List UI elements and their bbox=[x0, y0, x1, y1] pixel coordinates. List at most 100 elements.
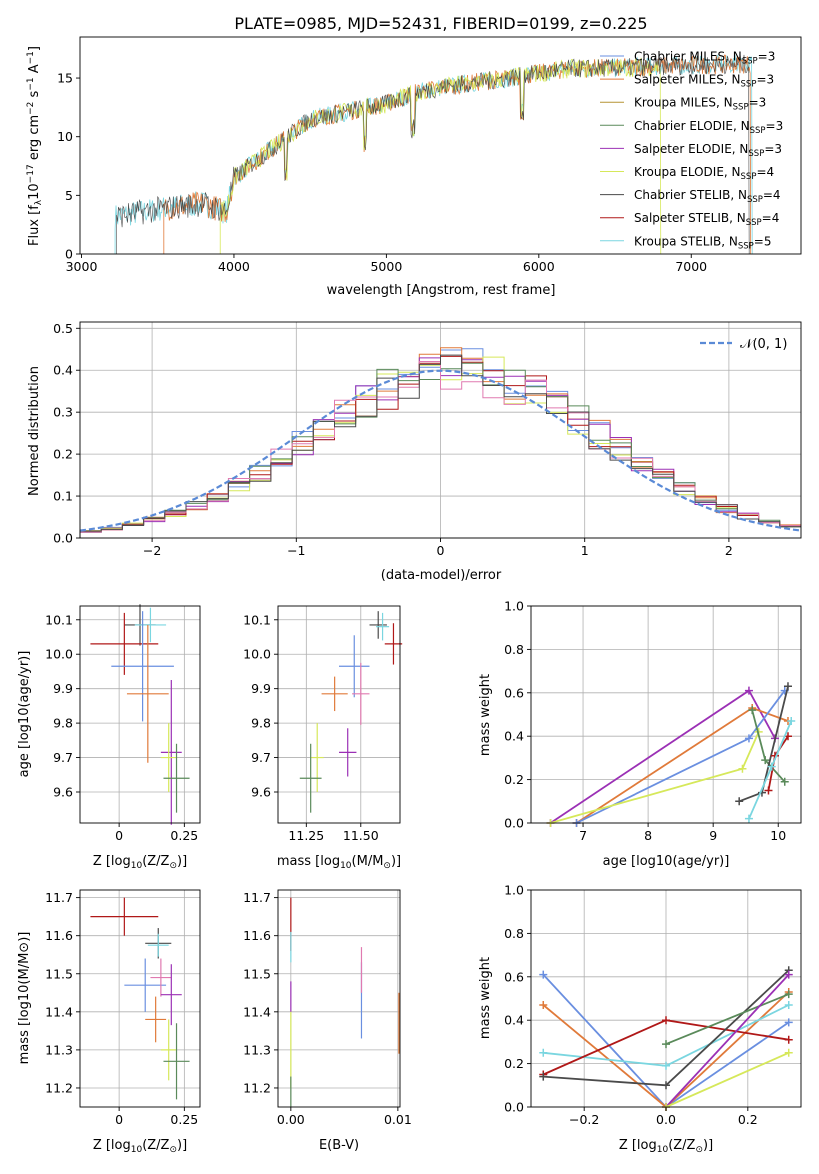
legend-sub: SSP bbox=[741, 172, 757, 182]
error-bar bbox=[160, 964, 182, 1026]
weight-marker bbox=[784, 1035, 793, 1044]
y-tick-label: 0.2 bbox=[504, 1056, 524, 1071]
legend-text: Chabrier STELIB, N bbox=[634, 188, 747, 202]
age-vs-mass-panel: 11.25 11.50 9.6 9.7 9.8 9.9 10.0 10.1 mass [log… bbox=[243, 605, 403, 871]
weight-line bbox=[550, 689, 776, 824]
legend-sub: SSP bbox=[738, 241, 754, 251]
y-tick-label: 0.6 bbox=[504, 969, 524, 984]
y-tick-label: 10 bbox=[57, 129, 73, 144]
mass-ebv-xlabel: E(B-V) bbox=[319, 1138, 359, 1153]
error-bar bbox=[90, 897, 159, 936]
legend-entry: Chabrier ELODIE, NSSP=3 bbox=[634, 119, 783, 136]
y-tick-label: 10.1 bbox=[243, 612, 271, 627]
spectrum-title: PLATE=0985, MJD=52431, FIBERID=0199, z=0… bbox=[234, 14, 647, 33]
mass-z-xlabel: Z [log10(Z/Z⊙)] bbox=[93, 1138, 187, 1155]
x-tick-label: 0.00 bbox=[277, 1112, 305, 1127]
x-tick-label: 0 bbox=[437, 543, 445, 558]
legend-sub: SSP bbox=[748, 149, 764, 159]
spectrum-series bbox=[114, 54, 753, 254]
y-tick-label: 9.6 bbox=[251, 785, 271, 800]
error-bar bbox=[384, 623, 403, 665]
y-tick-label: 11.2 bbox=[243, 1080, 271, 1095]
legend-text: Chabrier MILES, N bbox=[634, 50, 742, 64]
y-tick-label: 10.1 bbox=[45, 612, 73, 627]
residual-axes: −2 −1 0 1 2 0.0 0.1 0.2 0.3 0.4 0.5 bbox=[53, 321, 802, 558]
weight-z-ylabel: mass weight bbox=[478, 957, 493, 1039]
x-tick-label: 0.25 bbox=[170, 1112, 198, 1127]
weight-vs-age-panel: 7 8 9 10 0.0 0.2 0.4 0.6 0.8 1.0 age [log10(age/y… bbox=[478, 599, 802, 869]
weight-marker bbox=[764, 786, 773, 795]
x-tick-label: 0 bbox=[115, 1112, 123, 1127]
y-tick-label: 9.7 bbox=[251, 750, 271, 765]
spectrum-xlabel: wavelength [Angstrom, rest frame] bbox=[327, 283, 556, 298]
y-tick-label: 0.0 bbox=[504, 1100, 524, 1115]
mass-vs-z-panel: 0 0.25 11.2 11.3 11.4 11.5 11.6 11.7 Z [log10(Z… bbox=[17, 889, 201, 1155]
residual-xlabel: (data-model)/error bbox=[381, 568, 502, 583]
spectrum-axes: 3000 4000 5000 6000 7000 0 5 10 15 bbox=[57, 36, 802, 274]
weight-marker bbox=[735, 797, 744, 806]
legend-entry: Kroupa ELODIE, NSSP=4 bbox=[634, 165, 774, 182]
weight-marker bbox=[539, 1001, 548, 1010]
error-bar bbox=[321, 676, 348, 712]
weight-vs-z-panel: −0.2 0.0 0.2 0.0 0.2 0.4 0.6 0.8 1.0 Z [log10(Z/… bbox=[478, 883, 802, 1155]
error-bar bbox=[339, 635, 370, 698]
y-tick-label: 11.5 bbox=[45, 966, 73, 981]
grid-lines bbox=[278, 606, 400, 823]
weight-line bbox=[550, 731, 760, 824]
y-tick-label: 0.4 bbox=[53, 363, 73, 378]
x-tick-label: 7 bbox=[579, 828, 587, 843]
weight-marker bbox=[539, 970, 548, 979]
y-tick-label: 0.3 bbox=[53, 405, 73, 420]
y-tick-label: 11.7 bbox=[243, 890, 271, 905]
legend-entry: Salpeter STELIB, NSSP=4 bbox=[634, 211, 779, 228]
y-tick-label: 0.0 bbox=[504, 816, 524, 831]
age-z-axes: 0 0.25 9.6 9.7 9.8 9.9 10.0 10.1 bbox=[45, 605, 201, 843]
plot-frame bbox=[277, 605, 401, 824]
weight-age-ylabel: mass weight bbox=[478, 674, 493, 756]
y-tick-label: 10.0 bbox=[243, 647, 271, 662]
legend-sub: SSP bbox=[746, 218, 762, 228]
y-tick-label: 9.8 bbox=[53, 716, 73, 731]
weight-marker bbox=[662, 1061, 670, 1070]
x-tick-label: −0.2 bbox=[569, 1112, 599, 1127]
y-tick-label: 1.0 bbox=[504, 883, 524, 898]
y-tick-label: 11.2 bbox=[45, 1080, 73, 1095]
mass-ebv-axes: 0.00 0.01 11.2 11.3 11.4 11.5 11.6 11.7 bbox=[243, 889, 412, 1127]
error-bar bbox=[134, 607, 167, 643]
x-tick-label: 1 bbox=[581, 543, 589, 558]
spectrum-line bbox=[116, 54, 750, 254]
legend-sub: SSP bbox=[742, 57, 758, 67]
legend-suffix: =4 bbox=[763, 188, 781, 202]
x-tick-label: −2 bbox=[143, 543, 161, 558]
y-tick-label: 9.8 bbox=[251, 716, 271, 731]
age-mass-xlabel: mass [log10(M/M⊙)] bbox=[277, 854, 401, 871]
legend-suffix: =3 bbox=[758, 50, 776, 64]
plot-frame bbox=[277, 889, 401, 1108]
x-tick-label: 8 bbox=[644, 828, 652, 843]
x-tick-label: 4000 bbox=[218, 259, 250, 274]
residual-histogram bbox=[79, 354, 801, 538]
legend-entry: Salpeter MILES, NSSP=3 bbox=[634, 73, 774, 90]
x-tick-label: 0.25 bbox=[170, 828, 198, 843]
y-tick-label: 9.9 bbox=[251, 681, 271, 696]
error-bar bbox=[147, 933, 169, 957]
y-tick-label: 11.3 bbox=[45, 1042, 73, 1057]
weight-marker bbox=[744, 814, 753, 823]
legend-suffix: =3 bbox=[756, 73, 774, 87]
error-bar bbox=[339, 728, 357, 777]
weight-marker bbox=[662, 1081, 670, 1090]
mass-z-errorbars bbox=[90, 897, 190, 1100]
error-bar bbox=[124, 958, 167, 1012]
weight-marker bbox=[784, 1018, 793, 1027]
x-tick-label: 10 bbox=[770, 828, 786, 843]
y-tick-label: 1.0 bbox=[504, 599, 524, 614]
plot-frame bbox=[79, 605, 201, 824]
x-tick-label: 0.01 bbox=[384, 1112, 412, 1127]
residual-panel: −2 −1 0 1 2 0.0 0.1 0.2 0.3 0.4 0.5 𝒩(0, 1) (data-… bbox=[27, 321, 802, 583]
weight-marker bbox=[738, 764, 747, 773]
x-tick-label: 7000 bbox=[675, 259, 707, 274]
y-tick-label: 0.5 bbox=[53, 321, 73, 336]
weight-line bbox=[665, 973, 790, 1108]
legend-sub: SSP bbox=[747, 195, 763, 205]
spectrum-panel: PLATE=0985, MJD=52431, FIBERID=0199, z=0… bbox=[26, 14, 802, 298]
